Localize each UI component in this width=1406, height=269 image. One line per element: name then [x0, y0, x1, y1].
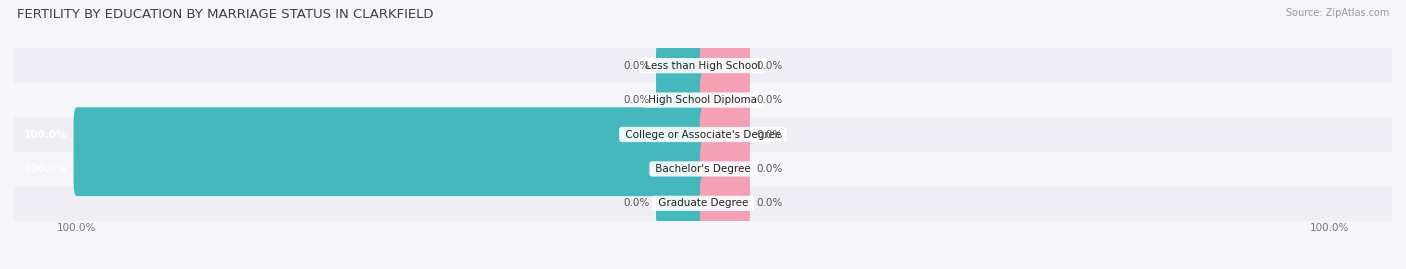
Bar: [14, 117, 1392, 152]
Text: Bachelor's Degree: Bachelor's Degree: [652, 164, 754, 174]
Text: FERTILITY BY EDUCATION BY MARRIAGE STATUS IN CLARKFIELD: FERTILITY BY EDUCATION BY MARRIAGE STATU…: [17, 8, 433, 21]
FancyBboxPatch shape: [73, 107, 706, 162]
Bar: [14, 48, 1392, 83]
Text: Less than High School: Less than High School: [643, 61, 763, 71]
FancyBboxPatch shape: [700, 176, 749, 231]
Bar: [14, 186, 1392, 221]
Text: 0.0%: 0.0%: [623, 95, 650, 105]
Text: Source: ZipAtlas.com: Source: ZipAtlas.com: [1285, 8, 1389, 18]
FancyBboxPatch shape: [700, 38, 749, 93]
FancyBboxPatch shape: [657, 38, 706, 93]
Text: 0.0%: 0.0%: [623, 61, 650, 71]
FancyBboxPatch shape: [700, 73, 749, 127]
Bar: [14, 152, 1392, 186]
FancyBboxPatch shape: [700, 142, 749, 196]
FancyBboxPatch shape: [657, 73, 706, 127]
Text: 0.0%: 0.0%: [756, 198, 783, 208]
Bar: [14, 83, 1392, 117]
FancyBboxPatch shape: [657, 176, 706, 231]
Text: 0.0%: 0.0%: [756, 129, 783, 140]
Text: 100.0%: 100.0%: [24, 164, 67, 174]
Text: 0.0%: 0.0%: [756, 61, 783, 71]
Text: 100.0%: 100.0%: [24, 129, 67, 140]
Text: Graduate Degree: Graduate Degree: [655, 198, 751, 208]
FancyBboxPatch shape: [700, 107, 749, 162]
Text: 0.0%: 0.0%: [756, 164, 783, 174]
FancyBboxPatch shape: [73, 142, 706, 196]
Text: College or Associate's Degree: College or Associate's Degree: [621, 129, 785, 140]
Text: High School Diploma: High School Diploma: [645, 95, 761, 105]
Text: 0.0%: 0.0%: [623, 198, 650, 208]
Text: 0.0%: 0.0%: [756, 95, 783, 105]
